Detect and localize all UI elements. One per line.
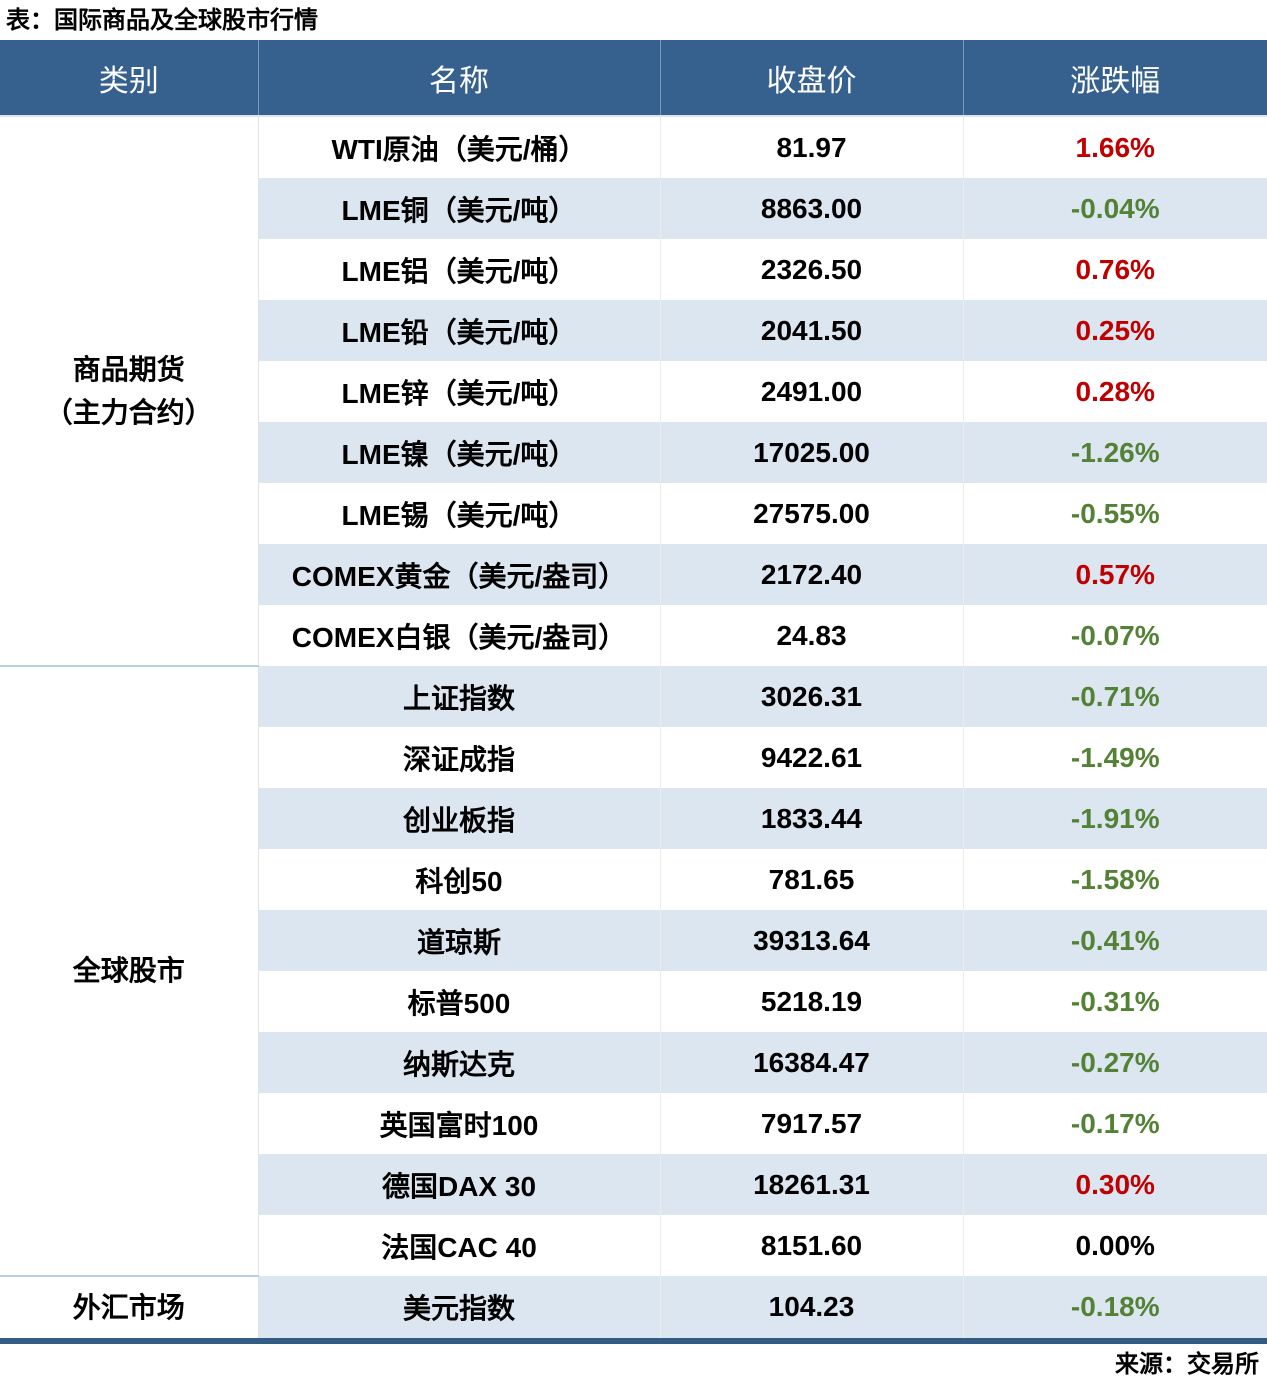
cell-name: COMEX黄金（美元/盎司） — [258, 544, 661, 605]
cell-change: -1.91% — [963, 788, 1267, 849]
cell-close: 2041.50 — [660, 300, 964, 361]
cell-close: 18261.31 — [660, 1154, 964, 1215]
cell-name: LME锡（美元/吨） — [258, 483, 661, 544]
category-cell-global-stocks: 全球股市 — [0, 665, 259, 1276]
cell-change: 0.76% — [1075, 253, 1155, 285]
quote-table: 类别 名称 收盘价 涨跌幅 商品期货 （主力合约） WTI原油（美元/桶） 81… — [0, 40, 1267, 1344]
cell-name: 德国DAX 30 — [258, 1154, 661, 1215]
cell-change: -1.26% — [963, 422, 1267, 483]
cell-close: 39313.64 — [660, 910, 964, 971]
cell-change: -0.71% — [963, 666, 1267, 727]
cell-close: 1833.44 — [660, 788, 964, 849]
cell-change: 0.00% — [1075, 1229, 1155, 1261]
cell-name: 英国富时100 — [258, 1093, 661, 1154]
table-row: LME锌（美元/吨） 2491.00 0.28% — [0, 361, 1267, 422]
cell-change: -0.55% — [1070, 497, 1160, 529]
category-cell-forex: 外汇市场 — [0, 1275, 259, 1341]
cell-change: -1.58% — [1070, 863, 1160, 895]
table-row: 外汇市场 美元指数 104.23 -0.18% — [0, 1275, 1267, 1341]
table-row: 标普500 5218.19 -0.31% — [0, 971, 1267, 1032]
cell-name: 深证成指 — [258, 727, 661, 788]
cell-change: -1.49% — [1070, 741, 1160, 773]
cell-name: LME镍（美元/吨） — [258, 422, 661, 483]
cell-name: 上证指数 — [258, 666, 661, 727]
header-category: 类别 — [0, 40, 259, 117]
cell-change: -0.04% — [963, 178, 1267, 239]
table-row: LME铅（美元/吨） 2041.50 0.25% — [0, 300, 1267, 361]
table-row: 纳斯达克 16384.47 -0.27% — [0, 1032, 1267, 1093]
cell-change: 0.28% — [1075, 375, 1155, 407]
cell-close: 2491.00 — [660, 361, 964, 422]
cell-close: 781.65 — [660, 849, 964, 910]
table-row: 全球股市 上证指数 3026.31 -0.71% — [0, 665, 1267, 1276]
table-row: COMEX白银（美元/盎司） 24.83 -0.07% — [0, 605, 1267, 666]
cell-name: 道琼斯 — [258, 910, 661, 971]
cell-name: COMEX白银（美元/盎司） — [258, 605, 661, 666]
source-note: 来源：交易所 — [1115, 1351, 1259, 1378]
cell-close: 8863.00 — [660, 178, 964, 239]
cell-change: -0.31% — [1070, 985, 1160, 1017]
cell-change: -0.17% — [1070, 1107, 1160, 1139]
category-cell-commodity-futures: 商品期货 （主力合约） — [0, 116, 259, 666]
table-header-row: 类别 名称 收盘价 涨跌幅 — [0, 40, 1267, 117]
cell-name: 纳斯达克 — [258, 1032, 661, 1093]
cell-name: 标普500 — [258, 971, 661, 1032]
table-row: LME锡（美元/吨） 27575.00 -0.55% — [0, 483, 1267, 544]
table-row: 法国CAC 40 8151.60 0.00% — [0, 1215, 1267, 1276]
cell-name: 美元指数 — [258, 1276, 661, 1341]
table-row: COMEX黄金（美元/盎司） 2172.40 0.57% — [0, 544, 1267, 605]
cell-close: 2172.40 — [660, 544, 964, 605]
table-row: 深证成指 9422.61 -1.49% — [0, 727, 1267, 788]
table-row: 创业板指 1833.44 -1.91% — [0, 788, 1267, 849]
cell-change: 0.57% — [963, 544, 1267, 605]
category-label-line1: 商品期货 — [72, 353, 185, 385]
cell-name: LME铜（美元/吨） — [258, 178, 661, 239]
table-row: LME镍（美元/吨） 17025.00 -1.26% — [0, 422, 1267, 483]
category-label-line2: （主力合约） — [44, 397, 213, 428]
cell-close: 8151.60 — [660, 1215, 964, 1276]
cell-close: 24.83 — [660, 605, 964, 666]
cell-close: 2326.50 — [660, 239, 964, 300]
cell-name: WTI原油（美元/桶） — [258, 116, 661, 178]
cell-close: 7917.57 — [660, 1093, 964, 1154]
cell-change: -0.27% — [963, 1032, 1267, 1093]
table-row: 德国DAX 30 18261.31 0.30% — [0, 1154, 1267, 1215]
cell-change: -0.07% — [1070, 619, 1160, 651]
cell-close: 16384.47 — [660, 1032, 964, 1093]
cell-name: 科创50 — [258, 849, 661, 910]
cell-change: -0.18% — [963, 1276, 1267, 1341]
cell-close: 104.23 — [660, 1276, 964, 1341]
cell-close: 9422.61 — [660, 727, 964, 788]
cell-change: -0.41% — [963, 910, 1267, 971]
table-row: LME铝（美元/吨） 2326.50 0.76% — [0, 239, 1267, 300]
page-title: 表：国际商品及全球股市行情 — [6, 7, 318, 34]
table-row: 英国富时100 7917.57 -0.17% — [0, 1093, 1267, 1154]
cell-change: 1.66% — [1075, 131, 1155, 163]
table-row: LME铜（美元/吨） 8863.00 -0.04% — [0, 178, 1267, 239]
header-change: 涨跌幅 — [963, 40, 1267, 117]
category-label-line1: 外汇市场 — [72, 1291, 185, 1323]
cell-name: 创业板指 — [258, 788, 661, 849]
category-label-line1: 全球股市 — [72, 955, 185, 987]
cell-change: 0.30% — [963, 1154, 1267, 1215]
cell-close: 27575.00 — [660, 483, 964, 544]
cell-name: LME铝（美元/吨） — [258, 239, 661, 300]
cell-name: 法国CAC 40 — [258, 1215, 661, 1276]
header-close: 收盘价 — [660, 40, 964, 117]
table-row: 道琼斯 39313.64 -0.41% — [0, 910, 1267, 971]
cell-change: 0.25% — [963, 300, 1267, 361]
cell-name: LME铅（美元/吨） — [258, 300, 661, 361]
cell-close: 81.97 — [660, 116, 964, 178]
cell-close: 17025.00 — [660, 422, 964, 483]
cell-name: LME锌（美元/吨） — [258, 361, 661, 422]
table-row: 商品期货 （主力合约） WTI原油（美元/桶） 81.97 1.66% — [0, 116, 1267, 666]
cell-close: 3026.31 — [660, 666, 964, 727]
header-name: 名称 — [258, 40, 661, 117]
table-row: 科创50 781.65 -1.58% — [0, 849, 1267, 910]
cell-close: 5218.19 — [660, 971, 964, 1032]
